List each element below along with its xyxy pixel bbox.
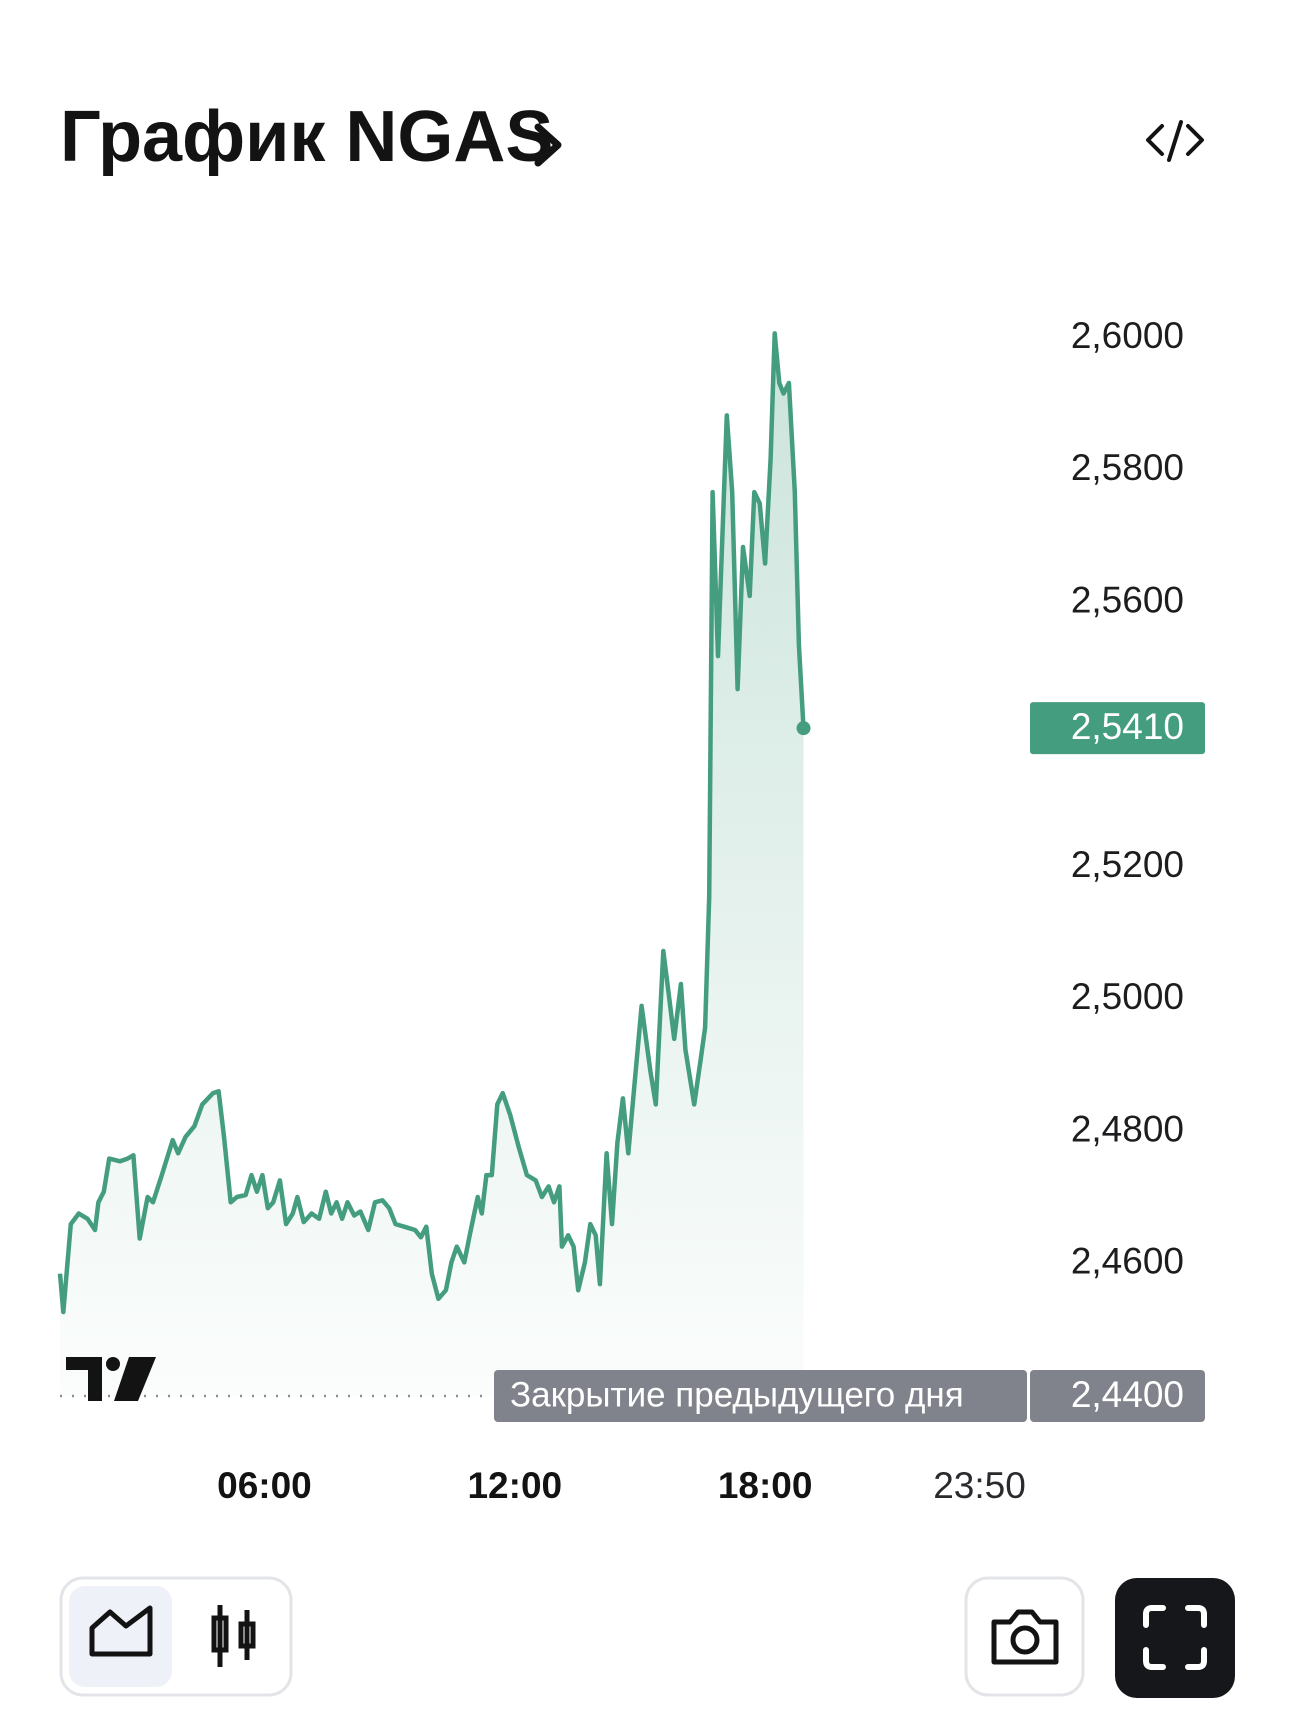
area-fill [60,333,804,1396]
reference-label: Закрытие предыдущего дня [510,1375,964,1414]
fullscreen-icon[interactable] [1143,1605,1207,1670]
y-tick-label: 2,6000 [1071,315,1184,356]
price-line [57,331,806,1315]
reference-value-bg [1030,1370,1205,1422]
y-tick-label: 2,5800 [1071,447,1184,488]
y-tick-label: 2,5600 [1071,579,1184,620]
candle-mode-button[interactable] [211,1605,256,1667]
fullscreen-button[interactable] [1115,1578,1235,1698]
y-tick-label: 2,5200 [1071,844,1184,885]
plot: 2,4600 2,4800 2,5000 2,5200 2,5600 2,5800 2,60… [57,315,1205,1506]
y-tick-label: 2,4800 [1071,1108,1184,1149]
x-tick-label: 12:00 [467,1465,562,1506]
x-tick-label: 23:50 [933,1465,1026,1506]
x-tick-label: 18:00 [718,1465,813,1506]
line-mode-button[interactable] [69,1586,172,1687]
reference-label-bg [494,1370,1027,1422]
y-tick-label: 2,5000 [1071,976,1184,1017]
y-tick-label: 2,4600 [1071,1241,1184,1282]
chart-title[interactable]: График NGAS [60,97,553,177]
title-chevron[interactable] [534,123,562,167]
line-mode-icon[interactable] [89,1605,153,1657]
screenshot-button[interactable] [964,1576,1085,1697]
last-price-bg [1030,702,1205,755]
last-price: 2,5410 [1071,706,1184,747]
last-point [796,721,811,736]
reference-value: 2,4400 [1071,1374,1184,1415]
embed-icon[interactable] [1146,120,1204,162]
logo [66,1357,156,1401]
x-tick-label: 06:00 [217,1465,312,1506]
camera-icon[interactable] [991,1609,1059,1665]
